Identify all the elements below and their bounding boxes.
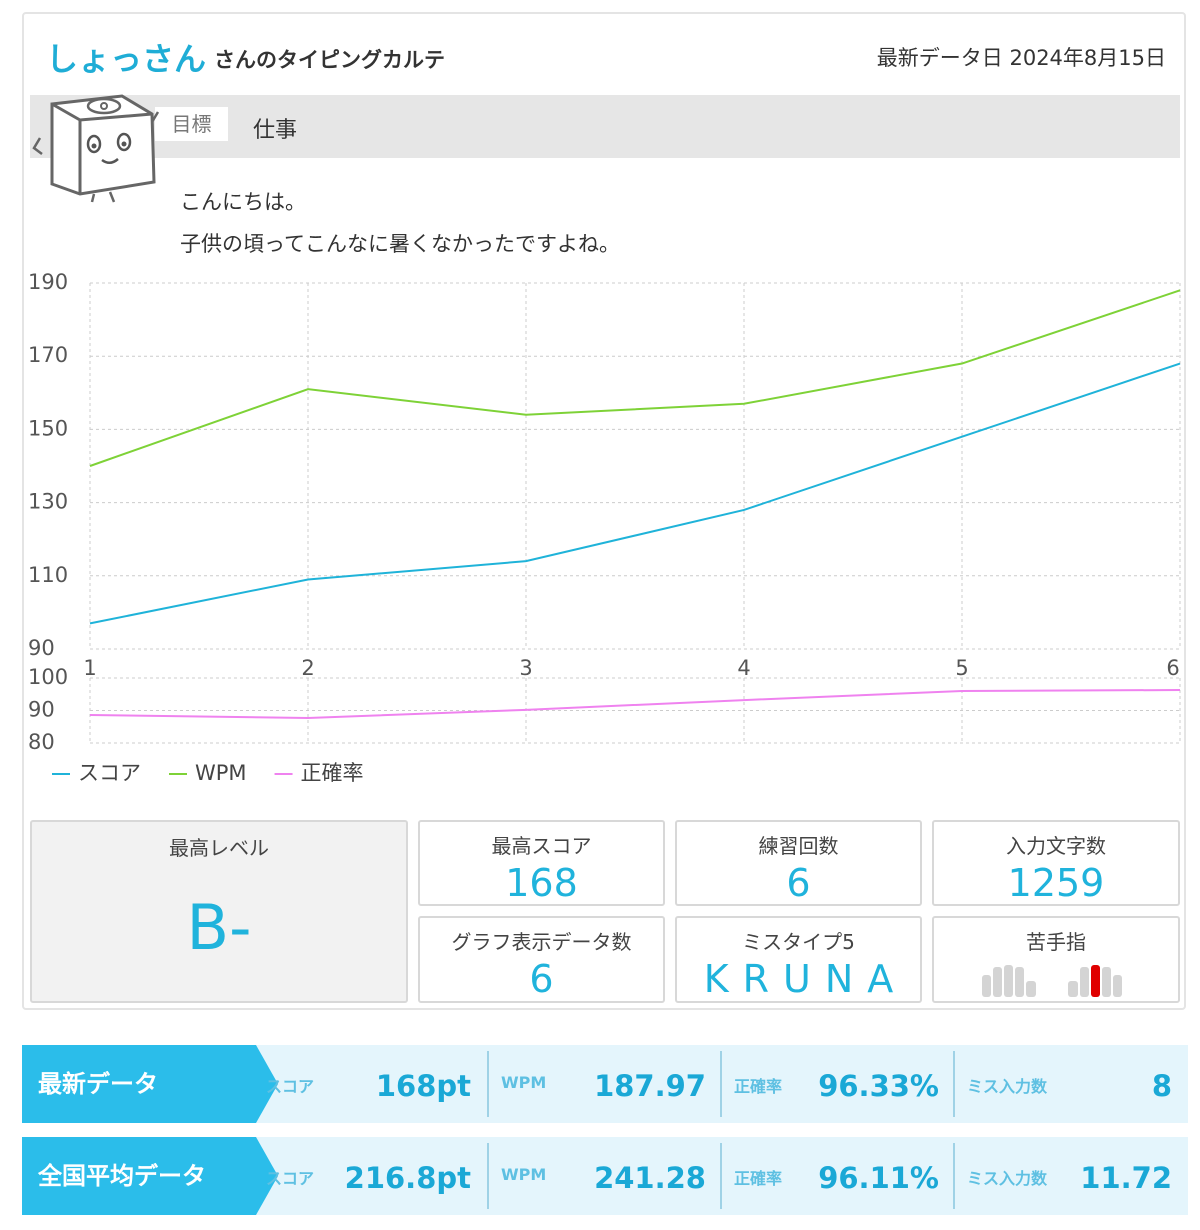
summary-label: 正確率: [734, 1077, 783, 1096]
summary-title: 全国平均データ: [22, 1137, 278, 1215]
y-tick-label: 100: [28, 665, 68, 689]
stat-box: グラフ表示データ数 6: [418, 916, 665, 1003]
summary-value: 8: [1151, 1069, 1172, 1103]
summary-cell: スコア 216.8pt: [254, 1143, 487, 1209]
summary-cell: WPM 241.28: [487, 1143, 722, 1209]
summary-value: 187.97: [594, 1069, 706, 1103]
stat-box: 最高スコア 168: [418, 820, 665, 906]
legend-label: スコア: [78, 761, 141, 785]
user-name: しょっさん: [46, 40, 207, 78]
stat-value: 6: [786, 861, 811, 905]
y-tick-label: 170: [28, 343, 68, 367]
x-tick-label: 3: [519, 656, 532, 680]
y-tick-label: 90: [28, 636, 55, 660]
stat-label: 入力文字数: [1006, 834, 1106, 858]
x-tick-label: 4: [737, 656, 750, 680]
goal-value: 仕事: [253, 118, 298, 143]
summary-value: 168pt: [375, 1069, 471, 1103]
legend-label: 正確率: [301, 761, 364, 785]
y-tick-label: 90: [28, 698, 55, 722]
summary-cell: WPM 187.97: [487, 1051, 722, 1117]
latest-date: 最新データ日 2024年8月15日: [876, 46, 1166, 70]
summary-cell: 正確率 96.11%: [720, 1143, 955, 1209]
y-tick-label: 130: [28, 490, 68, 514]
legend-label: WPM: [195, 761, 247, 785]
series-line: [89, 362, 1181, 625]
stat-box: 苦手指: [932, 916, 1180, 1003]
stat-box: 入力文字数 1259: [932, 820, 1180, 906]
summary-label: 正確率: [734, 1169, 783, 1188]
stat-value: 6: [529, 957, 554, 1001]
stat-box: 最高レベル B-: [30, 820, 408, 1003]
stat-value: 168: [505, 861, 578, 905]
y-tick-label: 190: [28, 270, 68, 294]
stat-label: 最高スコア: [491, 834, 592, 858]
stat-box: 練習回数 6: [675, 820, 922, 906]
summary-cell: ミス入力数 11.72: [953, 1143, 1188, 1209]
summary-value: 241.28: [594, 1161, 706, 1195]
stat-label: グラフ表示データ数: [451, 930, 632, 954]
x-tick-label: 5: [955, 656, 968, 680]
stat-value: 1259: [1007, 861, 1105, 905]
summary-row: 最新データ スコア 168pt WPM 187.97 正確率 96.33% ミス入力数 8: [22, 1045, 1188, 1123]
summary-row: 全国平均データ スコア 216.8pt WPM 241.28 正確率 96.11% ミス入力数…: [22, 1137, 1188, 1215]
finger-icon: [982, 965, 1122, 997]
summary-label: スコア: [266, 1077, 315, 1096]
y-tick-label: 150: [28, 416, 68, 440]
summary-title: 最新データ: [22, 1045, 278, 1123]
stat-value: KRUNA: [703, 957, 908, 1001]
series-line: [89, 289, 1181, 467]
stat-label: ミスタイプ5: [742, 930, 855, 954]
x-tick-label: 2: [301, 656, 314, 680]
stat-label: 最高レベル: [169, 836, 269, 860]
chart: 90 110 130 150 170 190 1 2 3 4 5 6 80 90 100 スコア WPM 正確率: [28, 270, 1181, 785]
summary-label: WPM: [501, 1073, 547, 1092]
mascot: [32, 94, 160, 203]
summary-cell: ミス入力数 8: [953, 1051, 1188, 1117]
series-line: [89, 689, 1181, 719]
stat-value: B-: [186, 891, 252, 964]
summary-value: 216.8pt: [344, 1161, 471, 1195]
card: [22, 12, 1186, 1010]
goal-label: 目標: [155, 107, 228, 141]
summary-value: 96.33%: [818, 1069, 939, 1103]
summary-value: 11.72: [1080, 1161, 1172, 1195]
message-line: 子供の頃ってこんなに暑くなかったですよね。: [180, 232, 620, 256]
x-tick-label: 6: [1166, 656, 1179, 680]
summary-cell: スコア 168pt: [254, 1051, 487, 1117]
summary-value: 96.11%: [818, 1161, 939, 1195]
page-title: さんのタイピングカルテ: [214, 48, 445, 72]
y-tick-label: 110: [28, 563, 68, 587]
summary-label: ミス入力数: [967, 1077, 1048, 1096]
stat-box: ミスタイプ5 KRUNA: [675, 916, 922, 1003]
summary-cell: 正確率 96.33%: [720, 1051, 955, 1117]
message-line: こんにちは。: [180, 190, 306, 214]
summary-label: WPM: [501, 1165, 547, 1184]
stat-label: 苦手指: [1026, 930, 1086, 954]
stat-label: 練習回数: [758, 834, 839, 858]
y-tick-label: 80: [28, 730, 55, 754]
summary-label: ミス入力数: [967, 1169, 1048, 1188]
summary-label: スコア: [266, 1169, 315, 1188]
x-tick-label: 1: [83, 656, 96, 680]
